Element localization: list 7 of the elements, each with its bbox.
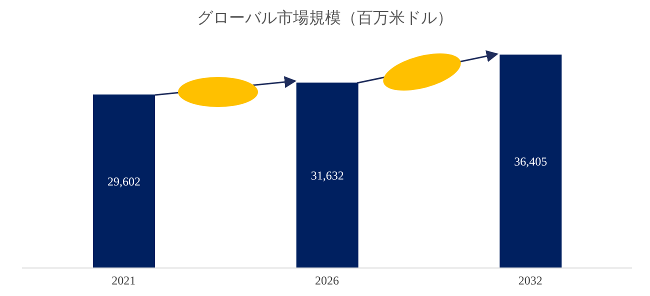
data-label: 36,405 bbox=[514, 154, 548, 169]
data-label: 29,602 bbox=[108, 174, 140, 188]
x-tick-label: 2026 bbox=[315, 274, 339, 288]
chart-title: グローバル市場規模（百万米ドル） bbox=[196, 8, 454, 29]
data-label: 31,632 bbox=[310, 168, 344, 183]
x-tick-label: 2021 bbox=[112, 274, 136, 288]
x-tick-label: 2032 bbox=[518, 274, 542, 288]
